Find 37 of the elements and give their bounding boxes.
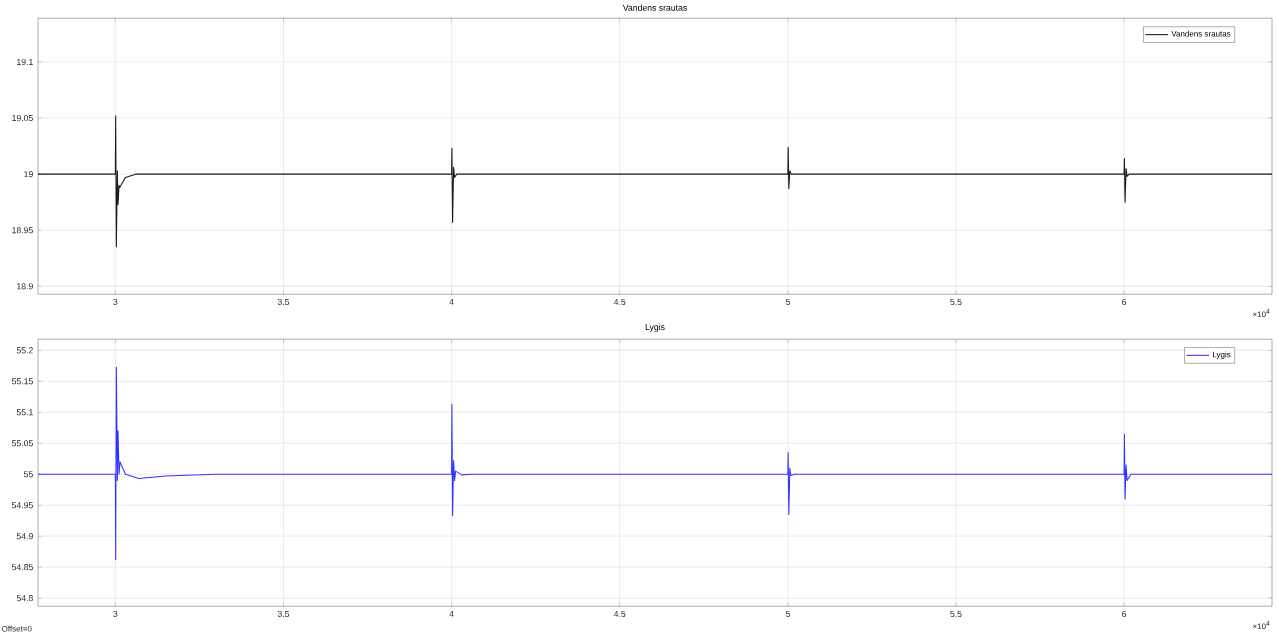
text: ×10$^{4}$: [1253, 309, 1270, 318]
x-tick-label: 5.5: [950, 298, 962, 305]
y-tick-label: 19.05: [12, 114, 33, 122]
x-tick-label: 4.5: [613, 610, 626, 617]
x-tick-label: 5.5: [950, 610, 962, 617]
text: ×10$^{4}$: [1253, 621, 1270, 630]
y-tick-label: 54.85: [11, 564, 33, 571]
x-tick-label: 6: [1122, 610, 1127, 617]
y-tick-label: 55.15: [11, 378, 33, 385]
chart-title: Vandens srautas: [622, 4, 687, 11]
y-tick-label: 54.9: [16, 533, 33, 540]
y-tick-label: 19: [24, 170, 33, 178]
x-tick-label: 3: [113, 298, 118, 305]
x-tick-label: 6: [1122, 298, 1127, 305]
y-tick-label: 55.1: [16, 409, 33, 416]
legend-label: Vandens srautas: [1171, 30, 1231, 37]
y-tick-label: 55.2: [16, 347, 33, 354]
x-tick-label: 4: [449, 298, 454, 305]
y-tick-label: 54.8: [16, 594, 33, 602]
x-tick-label: 4: [449, 610, 454, 617]
x-tick-label: 3.5: [277, 610, 290, 617]
y-tick-label: 55: [24, 471, 33, 478]
line-series: [38, 115, 1273, 248]
legend-label: Lygis: [1213, 351, 1231, 359]
text: Offset=0: [1, 625, 32, 632]
y-tick-label: 18.9: [17, 283, 33, 290]
x-tick-label: 4.5: [613, 298, 626, 305]
y-tick-label: 18.95: [12, 227, 33, 234]
y-tick-label: 54.95: [11, 502, 33, 509]
x-tick-label: 3.5: [277, 298, 290, 305]
x-tick-label: 3: [113, 610, 118, 617]
line-series: [38, 366, 1273, 561]
x-tick-label: 5: [785, 610, 790, 617]
chart-title: Lygis: [645, 323, 665, 332]
x-tick-label: 5: [785, 298, 790, 305]
y-tick-label: 55.05: [11, 440, 33, 447]
y-tick-label: 19.1: [17, 58, 33, 65]
